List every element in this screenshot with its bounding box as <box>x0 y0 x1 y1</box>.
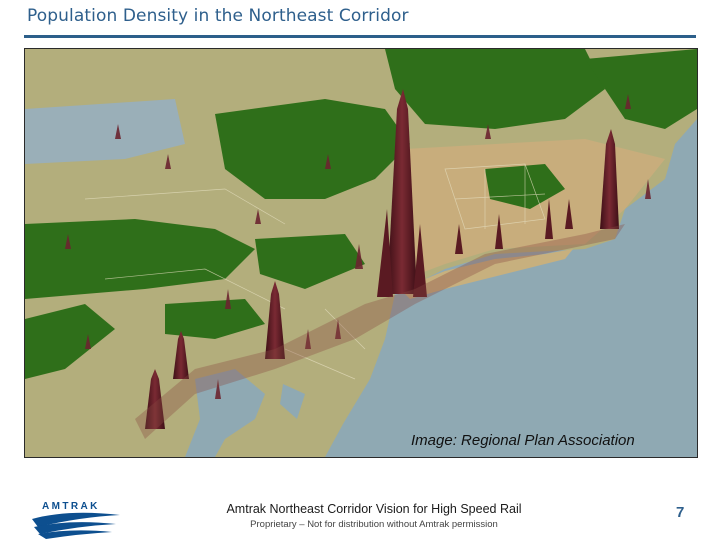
minor-city-peaks <box>455 199 573 254</box>
lake-west <box>25 99 185 164</box>
chesapeake-bay <box>185 369 265 457</box>
density-spikes <box>65 89 651 439</box>
amtrak-wave-icon <box>32 512 120 539</box>
philadelphia-peak <box>265 281 285 359</box>
image-credit: Image: Regional Plan Association <box>411 432 635 449</box>
county-lines <box>84 163 546 380</box>
small-density-bumps <box>65 94 651 399</box>
nyc-peak <box>387 89 417 294</box>
page-number: 7 <box>676 504 685 521</box>
washington-peak <box>145 369 165 429</box>
boston-peak <box>600 129 619 229</box>
map-illustration <box>25 49 697 457</box>
new-england-region <box>405 139 665 279</box>
title-divider <box>24 35 696 38</box>
amtrak-logo <box>28 497 128 544</box>
corridor-density-band <box>135 224 625 439</box>
amtrak-logo-text: AMTRAK <box>42 501 100 512</box>
forest-regions <box>25 49 697 379</box>
baltimore-peak <box>173 331 189 379</box>
footer-subtitle: Proprietary – Not for distribution witho… <box>250 519 498 530</box>
population-density-map: Image: Regional Plan Association <box>24 48 698 458</box>
delaware-bay <box>280 384 305 419</box>
footer-title: Amtrak Northeast Corridor Vision for Hig… <box>226 502 522 516</box>
long-island <box>400 249 573 299</box>
nyc-secondary-peaks <box>377 209 427 297</box>
slide-title: Population Density in the Northeast Corr… <box>27 6 409 26</box>
